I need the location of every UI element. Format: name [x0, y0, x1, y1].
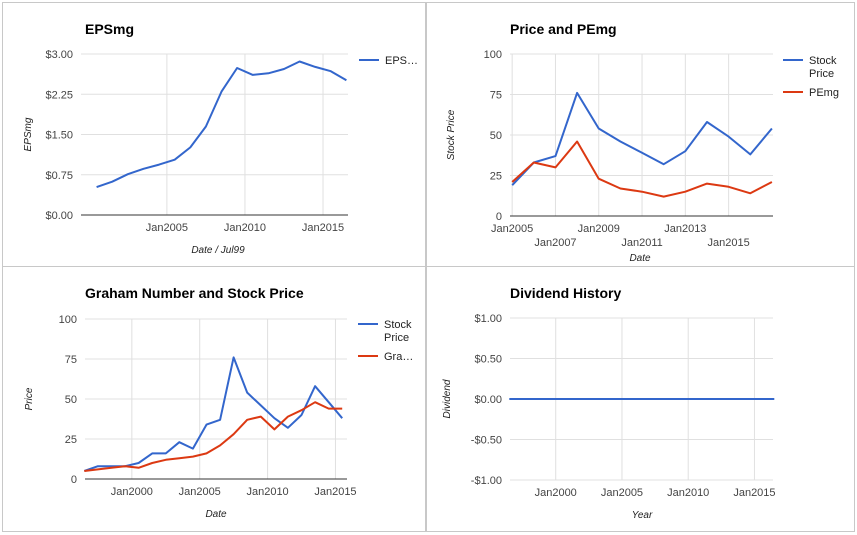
series-line-1: [83, 356, 343, 472]
x-tick-label: Jan2010: [224, 222, 266, 234]
y-tick-label: 0: [496, 211, 502, 223]
legend-entry-2[interactable]: Gra…: [358, 351, 413, 363]
y-axis-label: EPSmg: [23, 117, 34, 151]
legend-label: Stock: [384, 319, 412, 331]
y-gridlines: [81, 53, 348, 216]
x-tick-label: Jan2010: [667, 487, 709, 499]
chart-title: EPSmg: [85, 21, 134, 37]
y-tick-label: $0.00: [45, 210, 73, 222]
chart-title: Price and PEmg: [510, 21, 617, 37]
x-axis-label: Date / Jul99: [191, 245, 245, 256]
x-tick-label: Jan2000: [111, 486, 153, 498]
price-pe-chart-panel: Price and PEmg Jan2005 Jan2007 Jan2009 Jan20…: [426, 2, 855, 267]
y-tick-label: $3.00: [45, 49, 73, 61]
y-tick-label: 25: [490, 171, 502, 183]
legend-label: Stock: [809, 55, 837, 67]
y-tick-label: -$1.00: [471, 475, 502, 487]
series-line-1: [511, 91, 773, 186]
x-tick-label: Jan2005: [491, 223, 533, 235]
x-tick-label: Jan2015: [733, 487, 775, 499]
y-gridlines: [85, 318, 347, 480]
legend-entry-1[interactable]: EPS…: [359, 55, 418, 67]
x-tick-label: Jan2010: [246, 486, 288, 498]
x-tick-label: Jan2015: [708, 237, 750, 249]
legend-entry-2[interactable]: PEmg: [783, 87, 839, 99]
x-tick-label: Jan2011: [621, 237, 662, 249]
x-tick-label: Jan2005: [179, 486, 221, 498]
y-tick-label: $0.75: [45, 170, 73, 182]
graham-chart-panel: Graham Number and Stock Price Jan2000 Jan2…: [2, 266, 426, 532]
y-tick-label: 50: [65, 394, 77, 406]
x-tick-label: Jan2007: [534, 237, 576, 249]
y-tick-label: $0.00: [474, 394, 502, 406]
y-tick-label: $2.25: [45, 89, 73, 101]
eps-chart: EPSmg Jan2005 Jan2010 Jan2015 $0.00 $0.75 $1.5…: [23, 21, 418, 256]
series-line-1: [96, 60, 347, 189]
series-line-2: [84, 401, 343, 472]
legend-label: Price: [384, 332, 409, 344]
chart-title: Dividend History: [510, 285, 621, 301]
y-tick-label: $0.50: [474, 354, 502, 366]
x-tick-label: Jan2000: [535, 487, 577, 499]
y-tick-label: 100: [59, 314, 77, 326]
x-tick-label: Jan2013: [664, 223, 706, 235]
legend-label: Price: [809, 68, 834, 80]
y-tick-label: $1.50: [45, 130, 73, 142]
dividend-chart-panel: Dividend History Jan2000 Jan2005 Jan2010 Jan…: [426, 266, 855, 532]
x-tick-label: Jan2015: [314, 486, 356, 498]
legend-label: EPS…: [385, 55, 418, 67]
chart-title: Graham Number and Stock Price: [85, 285, 304, 301]
y-tick-label: 100: [484, 49, 502, 61]
graham-chart: Graham Number and Stock Price Jan2000 Jan2…: [24, 285, 413, 520]
y-tick-label: 25: [65, 434, 77, 446]
x-tick-label: Jan2009: [578, 223, 620, 235]
eps-chart-panel: EPSmg Jan2005 Jan2010 Jan2015 $0.00 $0.75 $1.5…: [2, 2, 426, 267]
y-axis-label: Dividend: [442, 379, 453, 418]
y-tick-label: -$0.50: [471, 435, 502, 447]
y-axis-label: Price: [24, 387, 35, 410]
x-tick-label: Jan2005: [601, 487, 643, 499]
y-tick-label: 50: [490, 130, 502, 142]
x-tick-label: Jan2015: [302, 222, 344, 234]
y-gridlines: [510, 53, 773, 217]
dividend-chart: Dividend History Jan2000 Jan2005 Jan2010 Jan…: [442, 285, 776, 521]
x-tick-label: Jan2005: [146, 222, 188, 234]
y-tick-label: 75: [490, 90, 502, 102]
x-axis-label: Year: [632, 510, 653, 521]
x-axis-label: Date: [629, 253, 651, 264]
legend-label: PEmg: [809, 87, 839, 99]
price-pe-chart: Price and PEmgJan2005Jan2007Jan2009Jan20…: [446, 21, 839, 264]
y-axis-label: Stock Price: [446, 109, 457, 160]
x-axis-label: Date: [205, 509, 227, 520]
y-tick-label: $1.00: [474, 313, 502, 325]
legend-label: Gra…: [384, 351, 413, 363]
series-line-2: [511, 140, 773, 198]
y-tick-label: 0: [71, 474, 77, 486]
y-tick-label: 75: [65, 354, 77, 366]
